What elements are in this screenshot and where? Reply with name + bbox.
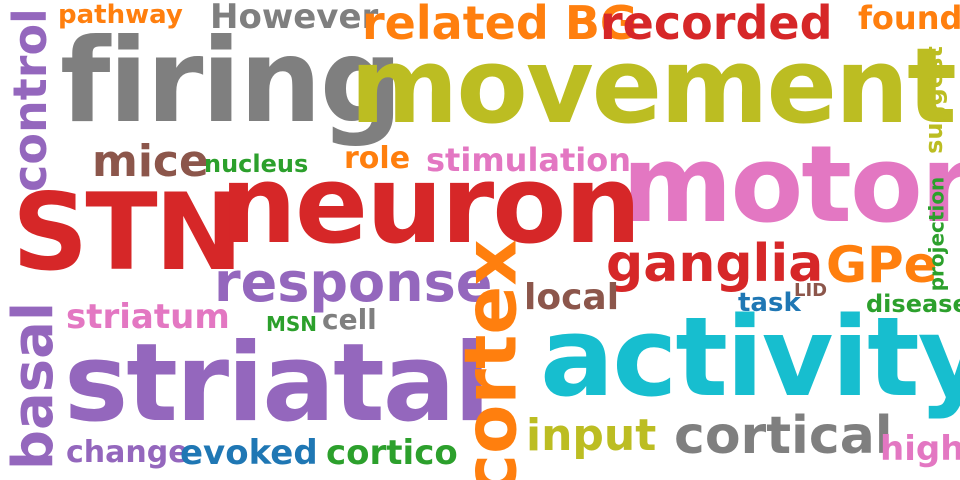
word-stimulation: stimulation [426,141,632,179]
word-task: task [738,288,801,318]
word-stn: STN [12,171,243,294]
word-input: input [526,410,657,461]
word-however: However [210,0,379,37]
word-evoked: evoked [180,433,318,473]
word-cortico: cortico [326,433,458,473]
word-related-bg: related BG [362,0,638,50]
word-msn: MSN [266,312,318,336]
word-striatal: striatal [64,321,491,446]
word-found: found [858,0,960,37]
word-activity: activity [540,293,960,421]
word-pathway: pathway [58,0,183,30]
word-mice: mice [92,136,209,187]
word-role: role [344,141,411,176]
word-recorded: recorded [600,0,833,50]
word-change: change [66,435,189,470]
word-disease: disease [866,290,960,318]
word-cortex: cortex [448,239,533,480]
word-projection: projection [923,176,948,292]
word-cell: cell [322,303,377,336]
word-local: local [524,277,620,318]
word-gpe: GPe [826,236,938,294]
word-control: control [2,8,57,192]
word-high: high [880,429,960,469]
word-response: response [214,251,493,314]
word-firing: firing [60,14,403,149]
word-striatum: striatum [66,297,230,337]
word-motor: motor [622,123,960,246]
word-movement: movement [350,25,957,147]
word-lid: LID [794,280,828,301]
word-nucleus: nucleus [204,150,309,178]
word-suggest: suggest [919,46,948,154]
word-cortical: cortical [674,406,893,466]
word-basal: basal [1,301,67,471]
word-ganglia: ganglia [606,234,824,294]
word-neuron: neuron [220,143,641,268]
